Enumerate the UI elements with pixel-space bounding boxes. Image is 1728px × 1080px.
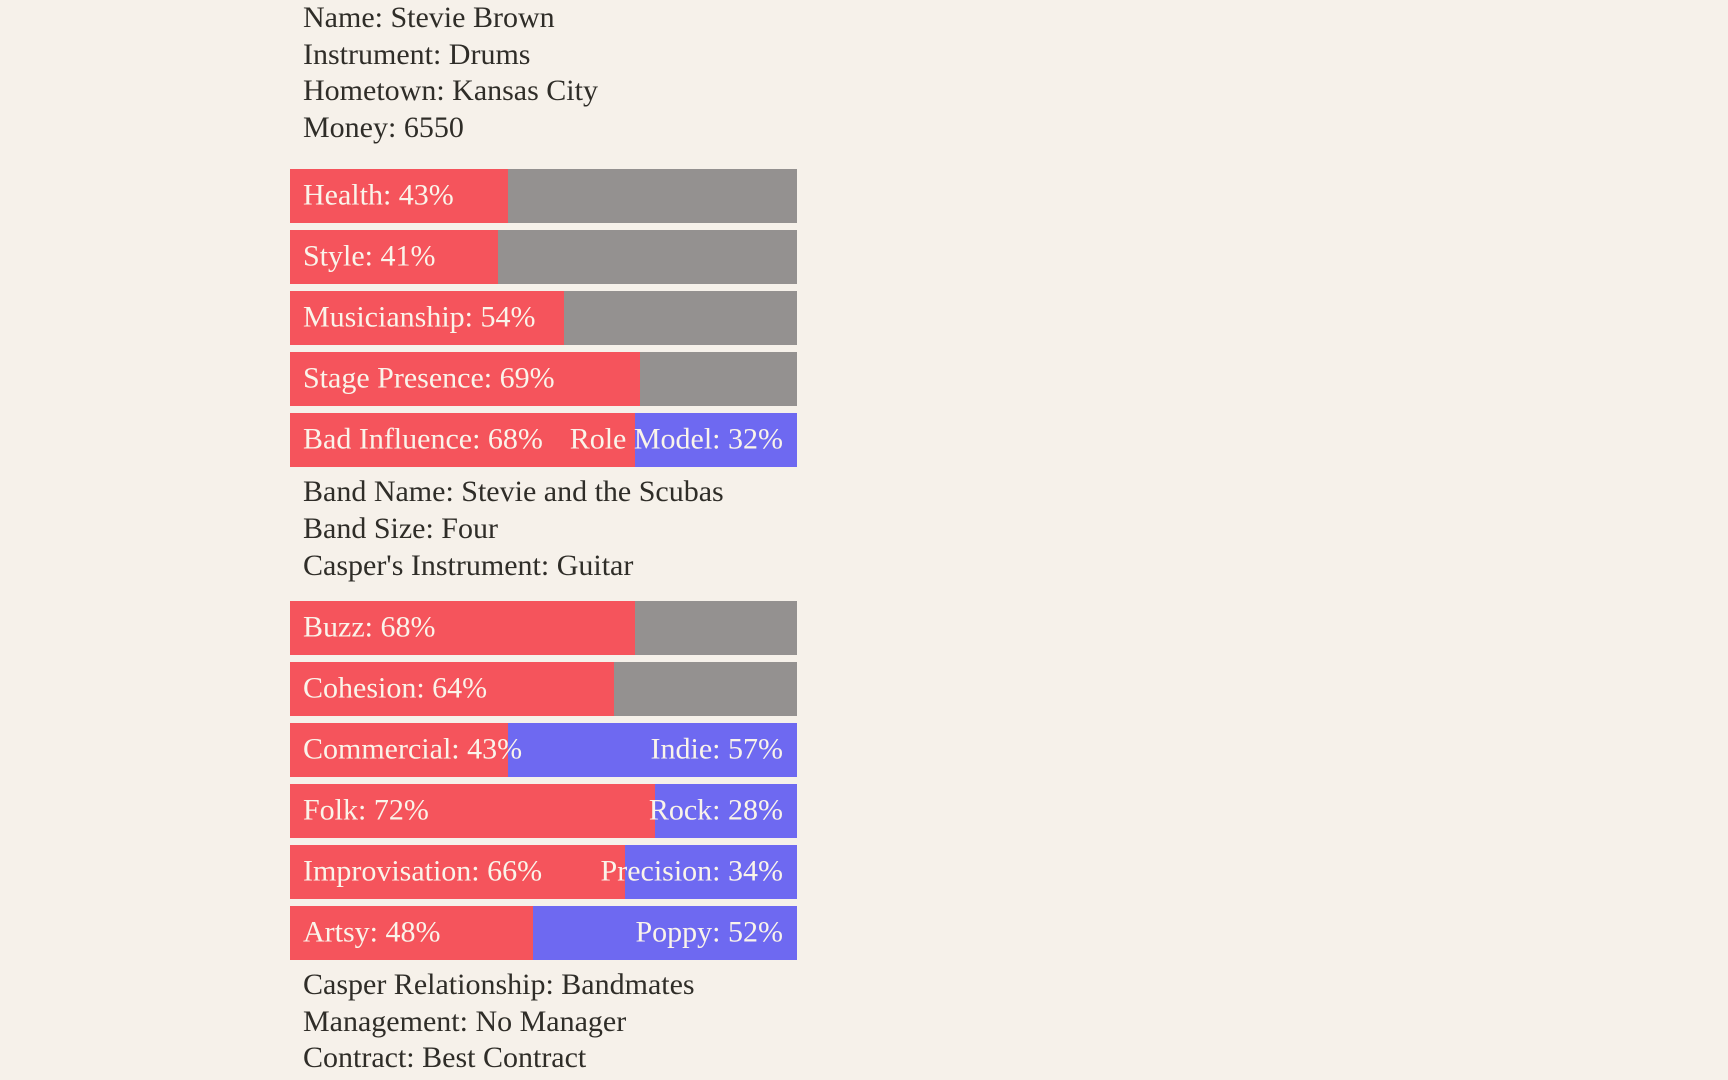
poppy-label: Poppy: 52% bbox=[635, 915, 783, 949]
musician-info: Name: Stevie Brown Instrument: Drums Hom… bbox=[290, 0, 797, 146]
stat-bar-improvisation-precision: Improvisation: 66% Precision: 34% bbox=[290, 845, 797, 900]
stat-bar-musicianship: Musicianship: 54% bbox=[290, 291, 797, 346]
band-name-line: Band Name: Stevie and the Scubas bbox=[303, 475, 724, 509]
precision-fill-segment bbox=[624, 845, 797, 900]
stat-bar-stage-presence: Stage Presence: 69% bbox=[290, 352, 797, 407]
musician-name-line: Name: Stevie Brown bbox=[303, 1, 555, 34]
cohesion-fill-segment bbox=[290, 662, 615, 717]
musicianship-remainder-segment bbox=[563, 291, 797, 346]
stat-bar-health: Health: 43% bbox=[290, 169, 797, 224]
character-sheet: Name: Stevie Brown Instrument: Drums Hom… bbox=[290, 0, 797, 1077]
band-stat-bars: Buzz: 68% Cohesion: 64% Commercial: 43% … bbox=[290, 601, 797, 961]
buzz-remainder-segment bbox=[634, 601, 797, 656]
stat-bar-cohesion: Cohesion: 64% bbox=[290, 662, 797, 717]
folk-label: Folk: 72% bbox=[303, 793, 429, 827]
role-model-label: Role Model: 32% bbox=[569, 422, 783, 456]
musician-hometown-line: Hometown: Kansas City bbox=[303, 74, 598, 108]
precision-label: Precision: 34% bbox=[600, 854, 783, 888]
bad-influence-fill-segment bbox=[290, 413, 635, 468]
cohesion-label: Cohesion: 64% bbox=[303, 671, 488, 705]
stat-bar-style: Style: 41% bbox=[290, 230, 797, 285]
musician-stat-bars: Health: 43% Style: 41% Musicianship: 54%… bbox=[290, 169, 797, 468]
stage-presence-label: Stage Presence: 69% bbox=[303, 361, 555, 395]
band-info: Band Name: Stevie and the Scubas Band Si… bbox=[290, 474, 797, 584]
casper-relationship-line: Casper Relationship: Bandmates bbox=[303, 968, 695, 1002]
management-line: Management: No Manager bbox=[303, 1004, 627, 1038]
health-fill-segment bbox=[290, 169, 508, 224]
cohesion-remainder-segment bbox=[614, 662, 797, 717]
bad-influence-label: Bad Influence: 68% bbox=[303, 422, 543, 456]
health-label: Health: 43% bbox=[303, 178, 454, 212]
stat-bar-commercial-indie: Commercial: 43% Indie: 57% bbox=[290, 723, 797, 778]
musicianship-label: Musicianship: 54% bbox=[303, 300, 536, 334]
commercial-fill-segment bbox=[290, 723, 508, 778]
improvisation-label: Improvisation: 66% bbox=[303, 854, 543, 888]
artsy-label: Artsy: 48% bbox=[303, 915, 441, 949]
stat-bar-folk-rock: Folk: 72% Rock: 28% bbox=[290, 784, 797, 839]
improvisation-fill-segment bbox=[290, 845, 625, 900]
role-model-fill-segment bbox=[634, 413, 797, 468]
style-remainder-segment bbox=[497, 230, 797, 285]
stage-presence-remainder-segment bbox=[639, 352, 797, 407]
style-label: Style: 41% bbox=[303, 239, 436, 273]
band-size-line: Band Size: Four bbox=[303, 511, 498, 545]
stat-bar-bad-influence-role-model: Bad Influence: 68% Role Model: 32% bbox=[290, 413, 797, 468]
folk-fill-segment bbox=[290, 784, 656, 839]
contract-line: Contract: Best Contract bbox=[303, 1041, 587, 1075]
style-fill-segment bbox=[290, 230, 498, 285]
buzz-fill-segment bbox=[290, 601, 635, 656]
musician-money-line: Money: 6550 bbox=[303, 110, 464, 144]
musicianship-fill-segment bbox=[290, 291, 564, 346]
casper-instrument-line: Casper's Instrument: Guitar bbox=[303, 548, 634, 582]
stat-bar-buzz: Buzz: 68% bbox=[290, 601, 797, 656]
musician-instrument-line: Instrument: Drums bbox=[303, 37, 531, 71]
indie-label: Indie: 57% bbox=[650, 732, 783, 766]
indie-fill-segment bbox=[508, 723, 797, 778]
health-remainder-segment bbox=[508, 169, 797, 224]
poppy-fill-segment bbox=[533, 906, 797, 961]
stage-presence-fill-segment bbox=[290, 352, 640, 407]
rock-label: Rock: 28% bbox=[648, 793, 783, 827]
commercial-label: Commercial: 43% bbox=[303, 732, 523, 766]
rock-fill-segment bbox=[655, 784, 797, 839]
artsy-fill-segment bbox=[290, 906, 534, 961]
buzz-label: Buzz: 68% bbox=[303, 610, 436, 644]
stat-bar-artsy-poppy: Artsy: 48% Poppy: 52% bbox=[290, 906, 797, 961]
status-info: Casper Relationship: Bandmates Managemen… bbox=[290, 967, 797, 1077]
